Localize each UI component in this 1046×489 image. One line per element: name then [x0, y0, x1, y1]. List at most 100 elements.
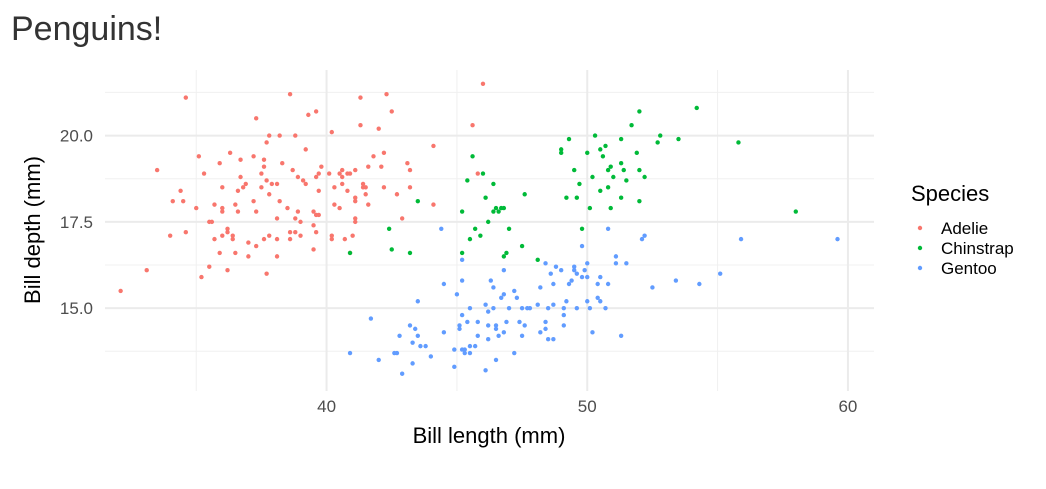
gentoo-point	[493, 357, 499, 363]
gentoo-point	[485, 309, 491, 314]
adelie-point	[253, 243, 259, 249]
adelie-point	[319, 164, 324, 169]
chinstrap-point	[694, 105, 699, 111]
chinstrap-point	[522, 192, 527, 197]
adelie-point	[167, 233, 173, 238]
gentoo-point	[582, 267, 587, 273]
gentoo-point	[564, 299, 569, 304]
y-axis-title: Bill depth (mm)	[20, 156, 45, 304]
adelie-point	[394, 192, 400, 197]
chinstrap-point	[621, 167, 626, 173]
adelie-point	[366, 202, 371, 207]
adelie-point	[313, 230, 319, 235]
gentoo-point	[566, 281, 572, 287]
chinstrap-point	[470, 154, 475, 159]
adelie-point	[329, 129, 334, 135]
adelie-point	[303, 147, 308, 152]
adelie-point	[353, 198, 358, 204]
adelie-point	[235, 188, 241, 194]
adelie-point	[251, 198, 256, 204]
adelie-point	[246, 240, 251, 245]
adelie-point	[225, 230, 230, 235]
adelie-point	[261, 157, 267, 162]
adelie-point	[379, 164, 384, 169]
adelie-point	[371, 154, 376, 159]
adelie-point	[230, 233, 235, 238]
gentoo-point	[483, 368, 488, 373]
chinstrap-point	[386, 226, 392, 231]
adelie-point	[316, 171, 321, 176]
adelie-point	[243, 181, 248, 187]
gentoo-point	[718, 271, 723, 276]
gentoo-point	[514, 295, 520, 301]
grid	[105, 70, 874, 391]
adelie-point	[217, 160, 222, 166]
adelie-point	[274, 181, 280, 187]
adelie-point	[316, 212, 321, 218]
gentoo-point	[538, 285, 543, 290]
adelie-point	[311, 247, 316, 252]
adelie-point	[340, 181, 345, 187]
adelie-point	[295, 174, 301, 180]
adelie-point	[293, 230, 298, 235]
adelie-point	[290, 167, 295, 173]
gentoo-point	[410, 340, 415, 345]
gentoo-point	[835, 236, 840, 242]
gentoo-point	[543, 319, 548, 325]
adelie-point	[337, 205, 342, 211]
gentoo-point	[506, 305, 512, 311]
gentoo-point	[598, 274, 603, 280]
chinstrap-point	[676, 136, 681, 142]
adelie-point	[220, 185, 225, 190]
chinstrap-point	[629, 123, 634, 128]
adelie-point	[196, 154, 202, 159]
legend-label-gentoo: Gentoo	[941, 259, 997, 278]
gentoo-point	[579, 274, 585, 280]
adelie-point	[332, 185, 337, 190]
adelie-point	[353, 216, 358, 221]
x-tick-label: 40	[317, 397, 336, 416]
adelie-point	[220, 233, 225, 238]
adelie-point	[240, 185, 246, 190]
gentoo-point	[467, 350, 473, 356]
adelie-point	[274, 236, 280, 242]
gentoo-point	[585, 261, 590, 266]
gentoo-point	[558, 267, 564, 273]
data-points	[118, 81, 840, 376]
adelie-point	[194, 205, 199, 211]
adelie-point	[350, 233, 355, 238]
gentoo-point	[673, 278, 679, 283]
adelie-point	[261, 236, 267, 242]
gentoo-point	[501, 330, 507, 335]
gentoo-point	[519, 305, 525, 311]
x-tick-label: 50	[578, 397, 597, 416]
adelie-point	[225, 267, 230, 273]
gentoo-point	[415, 333, 421, 338]
adelie-point	[360, 181, 366, 187]
x-tick-label: 60	[838, 397, 857, 416]
gentoo-point	[512, 350, 517, 356]
chinstrap-point	[608, 205, 613, 211]
chinstrap-point	[480, 171, 486, 176]
adelie-point	[358, 95, 363, 100]
adelie-point	[207, 264, 212, 269]
adelie-point	[431, 143, 436, 149]
chinstrap-point	[598, 147, 603, 152]
chinstrap-point	[501, 205, 507, 211]
gentoo-point	[485, 337, 491, 342]
adelie-point	[298, 233, 303, 238]
x-axis-ticks: 40 50 60	[317, 397, 857, 416]
adelie-point	[227, 150, 233, 156]
gentoo-point	[493, 323, 499, 328]
chinstrap-point	[506, 226, 512, 231]
gentoo-point	[574, 305, 580, 311]
gentoo-point	[475, 333, 480, 338]
gentoo-point	[418, 343, 423, 349]
chinstrap-point	[465, 178, 470, 183]
gentoo-point	[397, 333, 402, 338]
adelie-point	[345, 188, 350, 194]
gentoo-point	[501, 267, 507, 273]
gentoo-point	[457, 326, 462, 332]
adelie-point	[274, 216, 280, 221]
chinstrap-point	[634, 150, 639, 156]
